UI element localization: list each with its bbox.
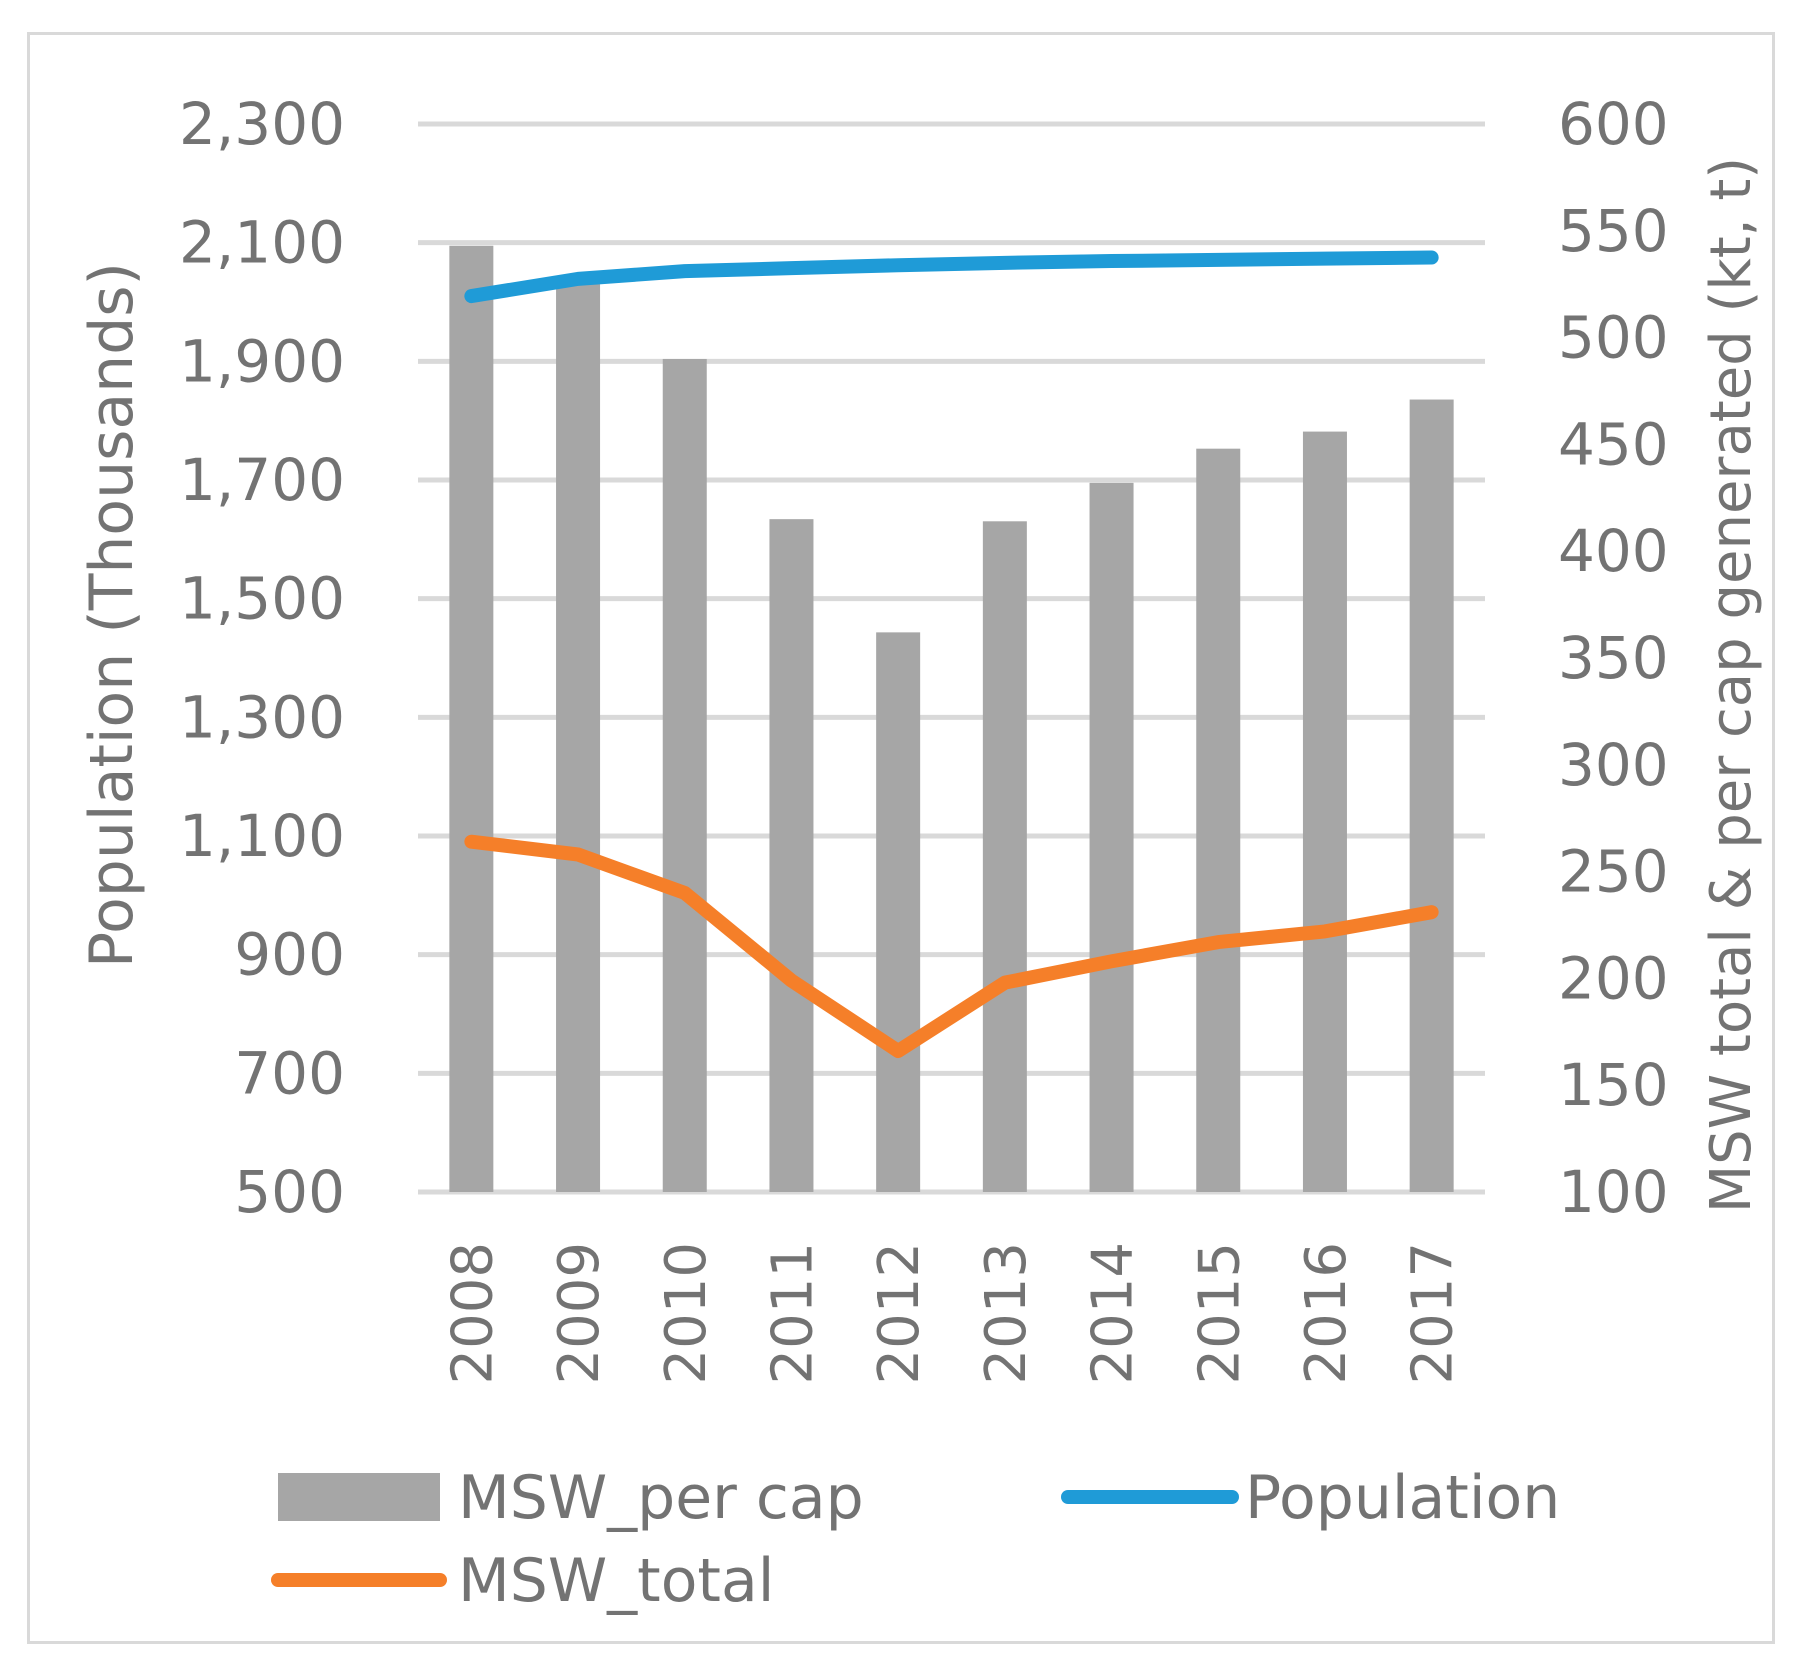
left-tick-label: 1,100 (179, 802, 345, 870)
right-tick-label: 150 (1558, 1051, 1669, 1119)
x-tick-label: 2015 (1187, 1242, 1252, 1385)
right-tick-label: 100 (1558, 1158, 1669, 1226)
legend-item-msw-per-cap[interactable]: MSW_per cap (278, 1463, 864, 1533)
legend-swatch-msw-per-cap (278, 1473, 440, 1521)
left-tick-label: 2,300 (179, 90, 345, 158)
x-axis-ticks: 2008 2009 2010 2011 2012 2013 2014 2015 2016 2017 (440, 1242, 1465, 1385)
x-tick-label: 2017 (1401, 1242, 1466, 1385)
right-tick-label: 250 (1558, 838, 1669, 906)
bar-msw-per-cap (1089, 482, 1134, 1192)
left-tick-label: 700 (234, 1039, 345, 1107)
line-msw-total (464, 834, 1439, 1059)
legend-item-msw-total[interactable]: MSW_total (271, 1546, 774, 1616)
legend-item-population[interactable]: Population (1061, 1463, 1560, 1533)
x-tick-label: 2008 (440, 1242, 505, 1385)
right-axis-ticks: 100 150 200 250 300 350 400 450 500 550 600 (1558, 90, 1669, 1226)
legend-label-population: Population (1245, 1463, 1560, 1533)
legend: MSW_per cap Population MSW_total (271, 1463, 1560, 1616)
lines (464, 250, 1439, 1059)
right-tick-label: 300 (1558, 731, 1669, 799)
x-tick-label: 2010 (654, 1242, 719, 1385)
left-tick-label: 2,100 (179, 209, 345, 277)
line-population (464, 250, 1439, 304)
left-tick-label: 1,700 (179, 446, 345, 514)
left-axis-label: Population (Thousands) (77, 262, 147, 968)
left-tick-label: 1,300 (179, 683, 345, 751)
left-tick-label: 500 (234, 1158, 345, 1226)
x-tick-label: 2014 (1081, 1242, 1146, 1385)
right-tick-label: 450 (1558, 410, 1669, 478)
left-tick-label: 1,500 (179, 565, 345, 633)
legend-label-msw-total: MSW_total (458, 1546, 774, 1616)
x-tick-label: 2009 (547, 1242, 612, 1385)
right-tick-label: 400 (1558, 517, 1669, 585)
right-tick-label: 350 (1558, 624, 1669, 692)
bar-msw-per-cap (1302, 431, 1347, 1193)
x-tick-label: 2011 (760, 1242, 825, 1385)
bar-msw-per-cap (556, 279, 601, 1193)
left-tick-label: 1,900 (179, 327, 345, 395)
bars-msw-per-cap (449, 245, 1454, 1193)
bar-msw-per-cap (876, 632, 921, 1192)
bar-msw-per-cap (1409, 399, 1454, 1192)
left-tick-label: 900 (234, 921, 345, 989)
x-tick-label: 2012 (867, 1242, 932, 1385)
right-tick-label: 550 (1558, 197, 1669, 265)
bar-msw-per-cap (982, 521, 1027, 1192)
x-tick-label: 2013 (974, 1242, 1039, 1385)
right-axis-label: MSW total & per cap generated (kt, t) (1699, 157, 1764, 1213)
x-tick-label: 2016 (1294, 1242, 1359, 1385)
right-tick-label: 200 (1558, 944, 1669, 1012)
right-tick-label: 500 (1558, 304, 1669, 372)
bar-msw-per-cap (449, 245, 494, 1192)
left-axis-ticks: 500 700 900 1,100 1,300 1,500 1,700 1,900 2,100 2… (179, 90, 345, 1226)
legend-label-msw-per-cap: MSW_per cap (458, 1463, 864, 1533)
bar-msw-per-cap (662, 358, 707, 1193)
bar-msw-per-cap (769, 519, 814, 1192)
right-tick-label: 600 (1558, 90, 1669, 158)
bar-msw-per-cap (1196, 448, 1241, 1192)
